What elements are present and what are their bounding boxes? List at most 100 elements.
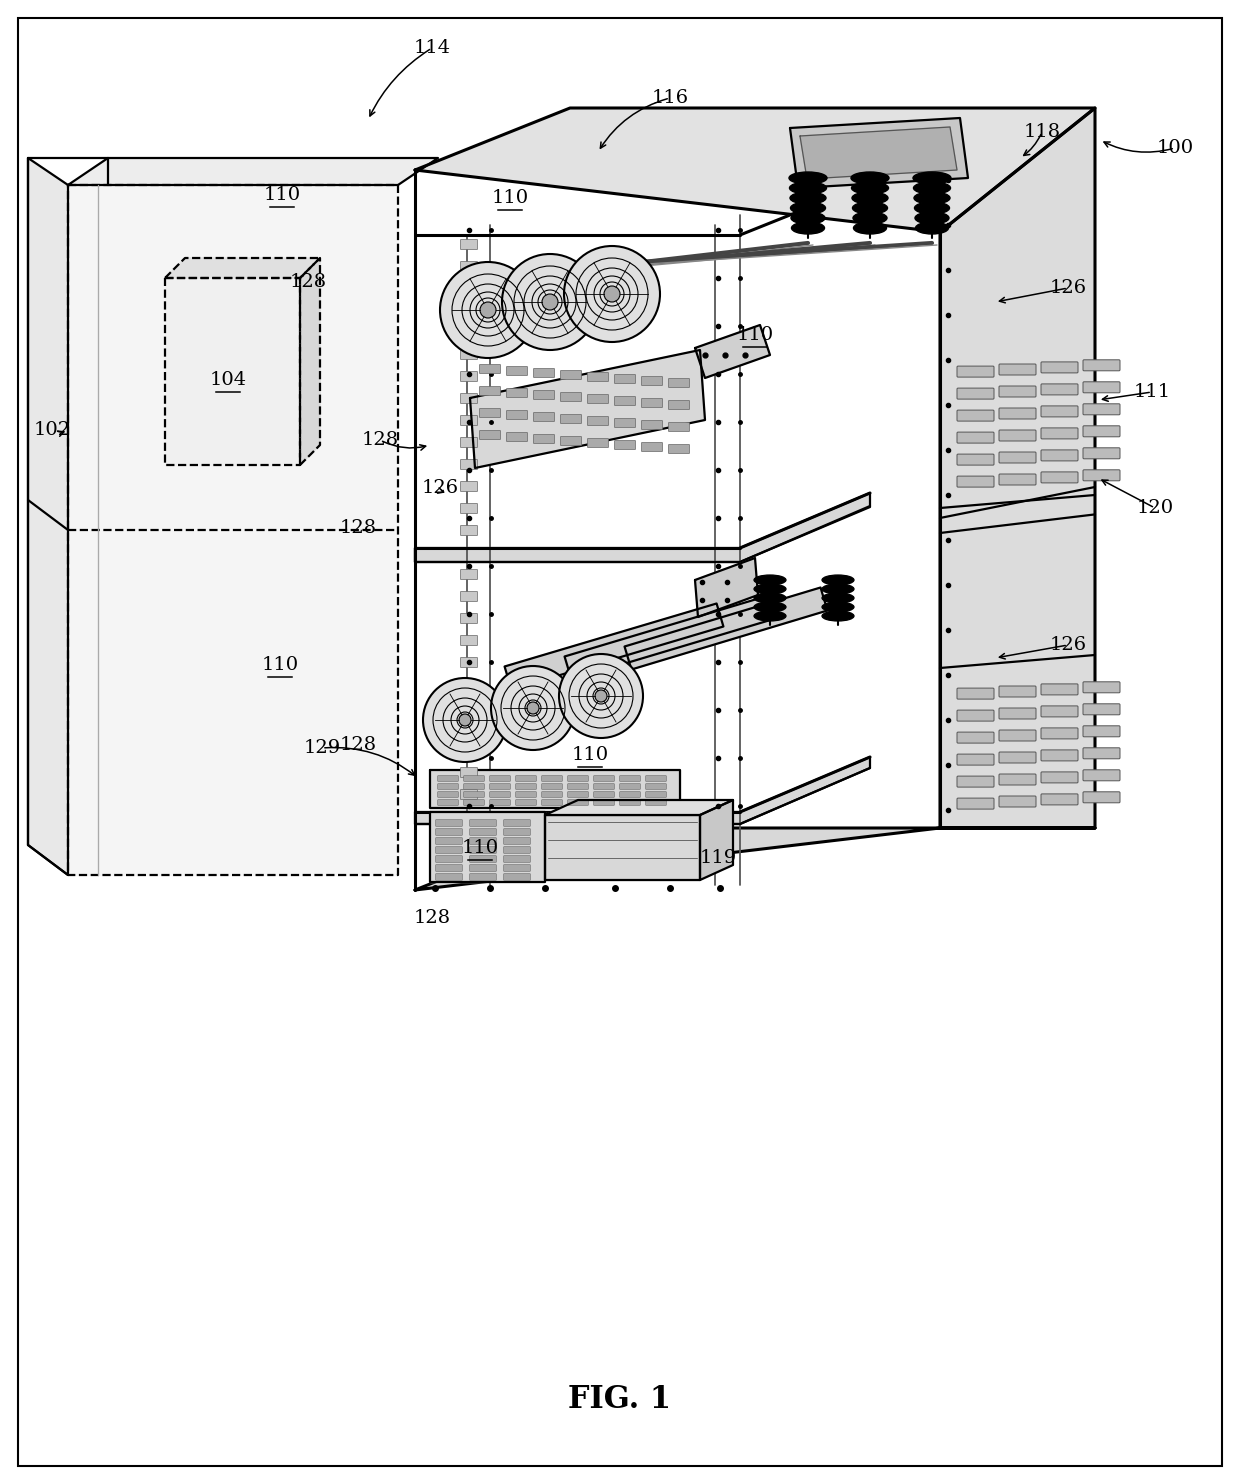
FancyBboxPatch shape [460, 724, 477, 733]
FancyBboxPatch shape [588, 438, 609, 448]
Polygon shape [165, 258, 320, 278]
FancyBboxPatch shape [999, 686, 1035, 697]
Polygon shape [415, 757, 870, 824]
Polygon shape [546, 800, 733, 815]
Polygon shape [701, 800, 733, 880]
Ellipse shape [791, 223, 825, 234]
FancyBboxPatch shape [480, 365, 501, 374]
Text: 100: 100 [1157, 139, 1194, 157]
FancyBboxPatch shape [588, 372, 609, 381]
Text: 116: 116 [651, 89, 688, 107]
Polygon shape [68, 186, 398, 876]
FancyBboxPatch shape [1042, 794, 1078, 804]
FancyBboxPatch shape [957, 776, 994, 787]
FancyBboxPatch shape [460, 416, 477, 426]
FancyBboxPatch shape [460, 767, 477, 778]
Text: 111: 111 [1133, 383, 1171, 401]
FancyBboxPatch shape [999, 386, 1035, 398]
Ellipse shape [851, 172, 889, 184]
FancyBboxPatch shape [470, 874, 496, 880]
FancyBboxPatch shape [957, 754, 994, 766]
Text: 110: 110 [491, 188, 528, 206]
FancyBboxPatch shape [480, 408, 501, 417]
FancyBboxPatch shape [957, 410, 994, 421]
FancyBboxPatch shape [438, 776, 459, 781]
FancyBboxPatch shape [594, 784, 614, 789]
FancyBboxPatch shape [957, 732, 994, 743]
Ellipse shape [852, 191, 888, 203]
FancyBboxPatch shape [999, 473, 1035, 485]
FancyBboxPatch shape [464, 784, 485, 789]
FancyBboxPatch shape [533, 413, 554, 421]
FancyBboxPatch shape [560, 371, 582, 380]
FancyBboxPatch shape [646, 784, 666, 789]
Circle shape [423, 678, 507, 761]
FancyBboxPatch shape [435, 837, 463, 844]
Polygon shape [694, 325, 770, 378]
FancyBboxPatch shape [1083, 792, 1120, 803]
FancyBboxPatch shape [506, 411, 527, 420]
FancyBboxPatch shape [1042, 772, 1078, 784]
FancyBboxPatch shape [460, 789, 477, 800]
FancyBboxPatch shape [999, 708, 1035, 720]
Polygon shape [940, 108, 1095, 828]
FancyBboxPatch shape [1042, 684, 1078, 695]
FancyBboxPatch shape [470, 865, 496, 871]
FancyBboxPatch shape [1083, 448, 1120, 459]
FancyBboxPatch shape [668, 378, 689, 387]
FancyBboxPatch shape [470, 847, 496, 853]
Polygon shape [505, 604, 723, 690]
Circle shape [440, 263, 536, 358]
FancyBboxPatch shape [594, 776, 614, 781]
Text: 110: 110 [737, 326, 774, 344]
Ellipse shape [790, 191, 826, 203]
Polygon shape [415, 108, 1095, 232]
Ellipse shape [822, 603, 854, 611]
Polygon shape [790, 119, 968, 188]
FancyBboxPatch shape [460, 438, 477, 448]
FancyBboxPatch shape [460, 460, 477, 469]
Ellipse shape [754, 574, 786, 585]
Circle shape [595, 690, 608, 702]
FancyBboxPatch shape [668, 445, 689, 454]
FancyBboxPatch shape [516, 776, 537, 781]
FancyBboxPatch shape [503, 874, 531, 880]
Ellipse shape [914, 183, 951, 194]
FancyBboxPatch shape [668, 423, 689, 432]
Ellipse shape [754, 603, 786, 611]
Ellipse shape [789, 172, 827, 184]
Text: 126: 126 [422, 479, 459, 497]
FancyBboxPatch shape [1042, 384, 1078, 395]
FancyBboxPatch shape [542, 800, 562, 806]
FancyBboxPatch shape [1083, 426, 1120, 436]
Ellipse shape [852, 183, 889, 194]
FancyBboxPatch shape [957, 432, 994, 444]
Ellipse shape [915, 223, 949, 234]
FancyBboxPatch shape [1083, 381, 1120, 393]
FancyBboxPatch shape [490, 791, 511, 797]
FancyBboxPatch shape [957, 367, 994, 377]
FancyBboxPatch shape [560, 436, 582, 445]
FancyBboxPatch shape [957, 711, 994, 721]
Polygon shape [300, 258, 320, 464]
FancyBboxPatch shape [957, 389, 994, 399]
FancyBboxPatch shape [460, 503, 477, 513]
Circle shape [480, 303, 496, 318]
Polygon shape [415, 493, 870, 562]
FancyBboxPatch shape [588, 395, 609, 404]
Polygon shape [68, 157, 438, 186]
FancyBboxPatch shape [615, 396, 635, 405]
FancyBboxPatch shape [615, 441, 635, 450]
Ellipse shape [754, 611, 786, 620]
FancyBboxPatch shape [641, 377, 662, 386]
FancyBboxPatch shape [506, 389, 527, 398]
FancyBboxPatch shape [506, 367, 527, 375]
Text: 128: 128 [289, 273, 326, 291]
FancyBboxPatch shape [620, 776, 640, 781]
FancyBboxPatch shape [568, 784, 588, 789]
FancyBboxPatch shape [460, 525, 477, 536]
FancyBboxPatch shape [438, 800, 459, 806]
Text: 120: 120 [1136, 499, 1173, 516]
Text: 126: 126 [1049, 637, 1086, 654]
FancyBboxPatch shape [620, 791, 640, 797]
